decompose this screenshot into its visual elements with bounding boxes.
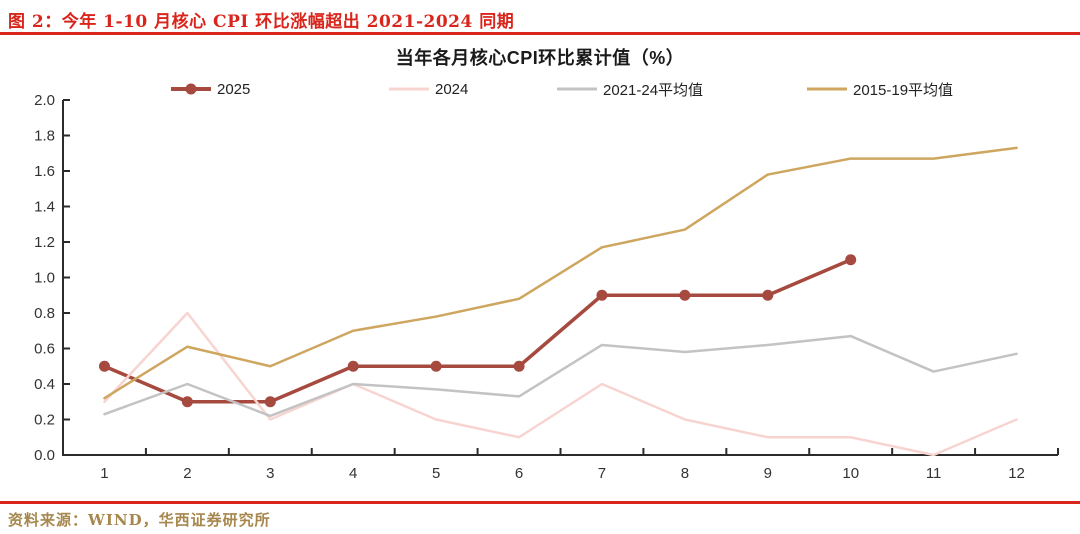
y-axis-label: 1.4 (34, 199, 55, 216)
y-axis-label: 0.2 (34, 412, 55, 429)
x-axis-label: 7 (598, 465, 606, 482)
title-underline (0, 32, 1080, 35)
legend-label: 2021-24平均值 (603, 81, 704, 99)
series-marker-2025 (762, 289, 774, 301)
legend-label: 2025 (217, 80, 251, 98)
x-axis-label: 2 (183, 465, 191, 482)
bottom-divider (0, 501, 1080, 504)
y-axis-label: 1.2 (34, 234, 55, 251)
series-line-2024 (103, 311, 1018, 457)
series-marker-2025 (98, 360, 110, 372)
legend-line-icon (389, 87, 429, 91)
series-marker-2025 (679, 289, 691, 301)
y-axis-label: 1.0 (34, 270, 55, 287)
series-marker-2025 (181, 396, 193, 408)
series-line-2025 (102, 258, 853, 404)
series-marker-2025 (347, 360, 359, 372)
series-marker-2025 (513, 360, 525, 372)
series-marker-2025 (264, 396, 276, 408)
legend-line-icon (807, 87, 847, 91)
y-axis-label: 2.0 (34, 92, 55, 109)
x-axis-label: 4 (349, 465, 357, 482)
x-axis-label: 10 (842, 465, 859, 482)
legend-label: 2024 (435, 80, 469, 98)
x-axis-label: 5 (432, 465, 440, 482)
series-line-2021-24平均值 (103, 334, 1018, 418)
legend-item-2021-24平均值[interactable]: 2021-24平均值 (556, 78, 703, 100)
legend-label: 2015-19平均值 (853, 81, 954, 99)
figure-title: 图 2：今年 1-10 月核心 CPI 环比涨幅超出 2021-2024 同期 (8, 12, 515, 32)
series-line-2015-19平均值 (103, 146, 1018, 400)
y-axis-label: 1.6 (34, 163, 55, 180)
series-marker-2025 (845, 254, 857, 266)
source-note: 资料来源：WIND，华西证券研究所 (8, 511, 271, 529)
x-axis-label: 11 (926, 465, 942, 482)
series-marker-2025 (596, 289, 608, 301)
series-marker-2025 (430, 360, 442, 372)
legend-item-2025[interactable]: 2025 (170, 78, 250, 100)
x-axis-label: 12 (1008, 465, 1025, 482)
x-axis-label: 6 (515, 465, 523, 482)
y-axis-label: 0.8 (34, 305, 55, 322)
legend-item-2015-19平均值[interactable]: 2015-19平均值 (806, 78, 953, 100)
y-axis-label: 0.6 (34, 341, 55, 358)
x-axis-label: 9 (764, 465, 772, 482)
y-axis-label: 1.8 (34, 128, 55, 145)
y-axis-label: 0.4 (34, 376, 55, 393)
x-axis-label: 1 (100, 465, 108, 482)
chart-legend: 2025 2024 2021-24平均值 2015-19平均值 (0, 78, 1080, 100)
y-axis-label: 0.0 (34, 447, 55, 464)
legend-item-2024[interactable]: 2024 (388, 78, 468, 100)
chart-title: 当年各月核心CPI环比累计值（%） (395, 48, 685, 68)
x-axis-label: 8 (681, 465, 689, 482)
x-axis-label: 3 (266, 465, 274, 482)
legend-line-icon (171, 83, 211, 95)
legend-line-icon (557, 87, 597, 91)
